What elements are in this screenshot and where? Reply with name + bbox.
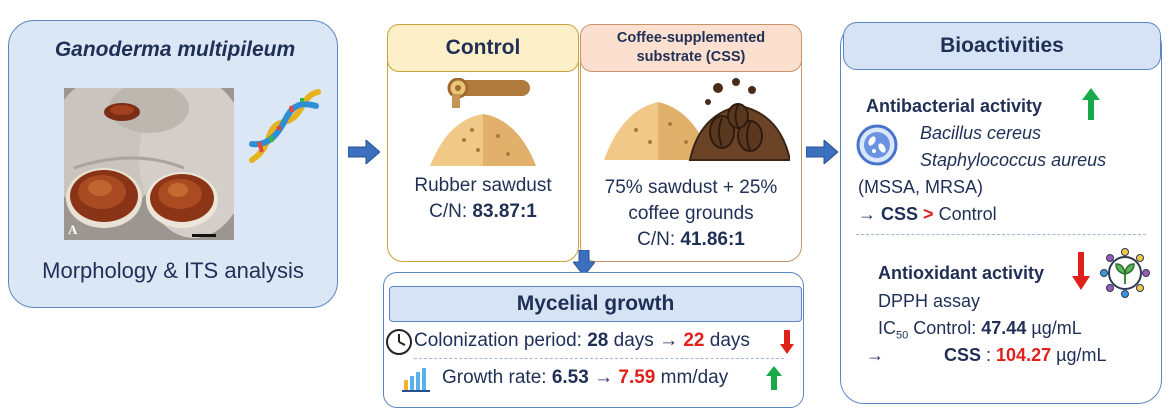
bacteria-icon	[856, 124, 898, 171]
ic50-css-arrow: →	[866, 345, 884, 365]
css-cn-ratio: C/N: 41.86:1	[580, 229, 802, 251]
bio-divider	[856, 234, 1146, 235]
ic50-label: IC	[878, 318, 896, 338]
dpph-assay: DPPH assay	[878, 291, 981, 311]
colonization-label: Colonization period:	[414, 330, 588, 351]
species-caption: Morphology & ITS analysis	[42, 258, 304, 283]
growth-rate-arrow: →	[594, 367, 614, 388]
ic50-css-value: 104.27	[996, 345, 1052, 365]
antibacterial-title: Antibacterial activity	[866, 96, 1043, 116]
bacteria-strains: (MSSA, MRSA)	[858, 177, 984, 197]
colonization-row: Colonization period: 28 days → 22 days	[414, 330, 750, 352]
clock-icon	[385, 328, 413, 361]
arrow-down-icon	[571, 249, 597, 281]
control-cn-label: C/N:	[429, 201, 473, 222]
ic50-css-label: CSS	[944, 345, 982, 365]
control-substrate: Rubber sawdust	[414, 175, 552, 196]
arrow-down-red-icon	[780, 330, 794, 359]
css-header: Coffee-supplemented substrate (CSS)	[580, 24, 802, 72]
ic50-control-label: Control:	[908, 318, 982, 338]
colonization-arrow: →	[659, 330, 679, 351]
growth-rate-css-value: 7.59	[618, 367, 656, 388]
mushroom-photo: A	[64, 88, 234, 240]
colonization-css-value: 22	[683, 330, 705, 351]
dna-icon	[244, 86, 324, 168]
ic50-unit-2: µg/mL	[1051, 345, 1107, 365]
divider	[414, 358, 784, 359]
bioactivities-header: Bioactivities	[843, 22, 1161, 70]
colonization-control-value: 28	[587, 330, 609, 351]
ic50-control-value: 47.44	[981, 318, 1027, 338]
arrow-right-icon-2	[805, 138, 839, 169]
antioxidant-leaf-icon	[1100, 248, 1150, 303]
ic50-css-sep: :	[981, 345, 997, 365]
organism-2: Staphylococcus aureus	[920, 150, 1107, 170]
antibacterial-comparison: → CSS > Control	[858, 204, 997, 225]
ic50-css: CSS : 104.27 µg/mL	[944, 345, 1106, 366]
arrow-down-red-icon-2	[1072, 252, 1090, 295]
css-substrate-line1: 75% sawdust + 25%	[604, 177, 778, 198]
control-header: Control	[387, 24, 579, 72]
organism-1: Bacillus cereus	[920, 123, 1042, 143]
css-header-line1: Coffee-supplemented	[616, 30, 766, 46]
comparison-control: Control	[933, 204, 997, 224]
colonization-unit-2: days	[704, 330, 750, 351]
css-cn-value: 41.86:1	[680, 229, 745, 250]
css-cn-label: C/N:	[637, 229, 681, 250]
css-header-line2: substrate (CSS)	[636, 49, 746, 65]
growth-header: Mycelial growth	[389, 286, 802, 322]
bar-chart-icon	[402, 364, 432, 397]
ic50-control: IC50 Control: 47.44 µg/mL	[878, 318, 1082, 342]
arrow-right-icon	[347, 138, 381, 169]
colonization-unit: days	[608, 330, 660, 351]
coffee-sawdust-icon	[600, 76, 792, 168]
growth-rate-control-value: 6.53	[551, 367, 589, 388]
species-title: Ganoderma multipileum	[54, 38, 296, 61]
ic50-unit: µg/mL	[1026, 318, 1082, 338]
control-cn-value: 83.87:1	[472, 201, 537, 222]
photo-label: A	[68, 222, 78, 237]
arrow-up-green-icon-2	[1082, 88, 1100, 125]
growth-rate-unit: mm/day	[655, 367, 729, 388]
control-cn-ratio: C/N: 83.87:1	[387, 201, 579, 223]
antioxidant-title: Antioxidant activity	[878, 263, 1045, 283]
ic50-subscript: 50	[896, 329, 909, 342]
comparison-arrow: →	[858, 204, 876, 224]
growth-rate-row: Growth rate: 6.53 → 7.59 mm/day	[442, 367, 728, 389]
comparison-gt: >	[923, 204, 934, 224]
css-substrate-line2: coffee grounds	[628, 203, 754, 224]
bioactivities-panel	[840, 22, 1162, 404]
growth-rate-label: Growth rate:	[442, 367, 552, 388]
sawdust-icon	[428, 77, 538, 170]
arrow-up-green-icon	[766, 366, 782, 395]
comparison-css: CSS	[881, 204, 919, 224]
